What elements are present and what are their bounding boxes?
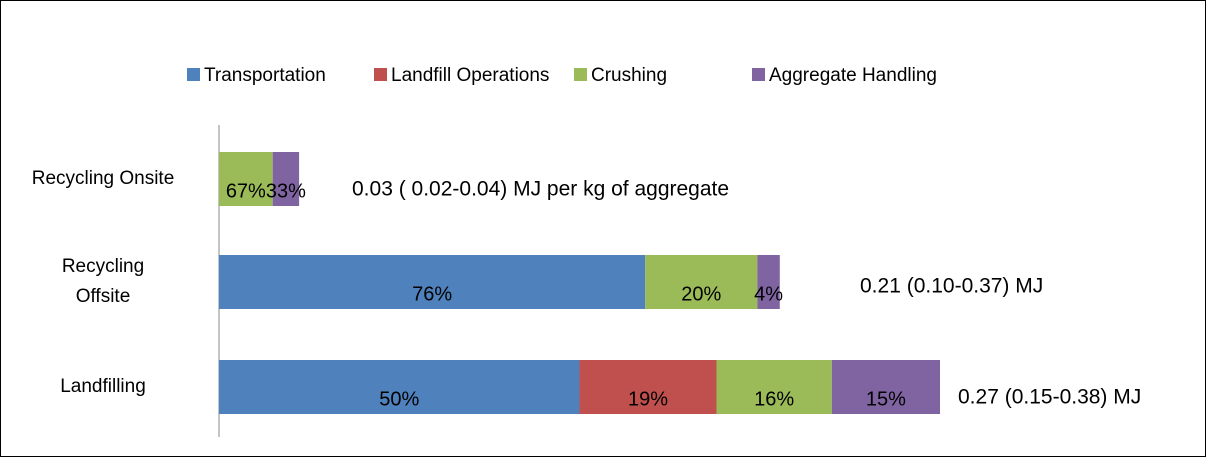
bar-segment bbox=[579, 360, 717, 414]
legend-label: Aggregate Handling bbox=[769, 65, 937, 86]
bar-segment bbox=[219, 360, 580, 414]
value-label: 50% bbox=[379, 388, 419, 410]
bar-segment bbox=[645, 255, 758, 309]
bar-segment bbox=[219, 255, 646, 309]
bar-segment bbox=[219, 152, 273, 206]
legend-swatch bbox=[374, 68, 387, 81]
annotation: 0.03 ( 0.02-0.04) MJ per kg of aggregate bbox=[352, 178, 729, 201]
legend-label: Landfill Operations bbox=[391, 65, 549, 86]
bar-segment bbox=[757, 255, 780, 309]
value-label: 33% bbox=[266, 180, 306, 202]
value-label: 4% bbox=[754, 283, 783, 305]
legend-swatch bbox=[752, 68, 765, 81]
category-label: Recycling Offsite bbox=[61, 256, 145, 307]
category-label: Landfilling bbox=[60, 376, 146, 397]
category-label: Recycling Onsite bbox=[31, 168, 175, 189]
bar-segment bbox=[831, 360, 940, 414]
value-label: 16% bbox=[754, 388, 794, 410]
bar-segment bbox=[716, 360, 832, 414]
value-label: 67% bbox=[226, 180, 266, 202]
legend-swatch bbox=[574, 68, 587, 81]
value-label: 76% bbox=[412, 283, 452, 305]
bar-segment bbox=[272, 152, 300, 206]
legend-label: Transportation bbox=[204, 65, 326, 86]
annotation: 0.27 (0.15-0.38) MJ bbox=[958, 386, 1141, 409]
legend-swatch bbox=[187, 68, 200, 81]
value-label: 19% bbox=[628, 388, 668, 410]
value-label: 15% bbox=[866, 388, 906, 410]
legend-label: Crushing bbox=[591, 65, 667, 86]
annotation: 0.21 (0.10-0.37) MJ bbox=[860, 275, 1043, 298]
value-label: 20% bbox=[681, 283, 721, 305]
